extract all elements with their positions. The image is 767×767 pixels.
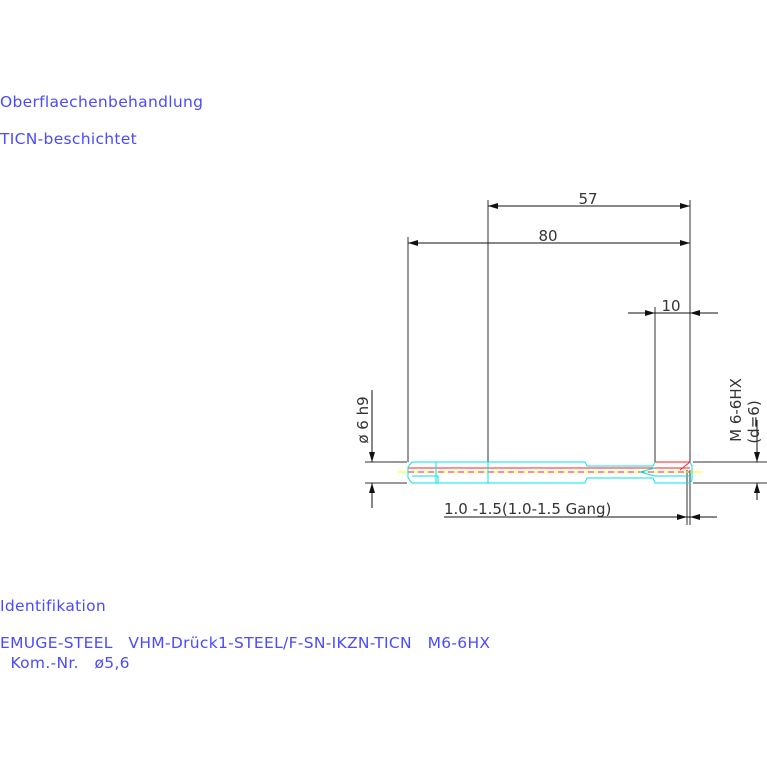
thread-d-text: (d=6) xyxy=(745,400,763,443)
dim-57-text: 57 xyxy=(578,190,597,208)
shank-dia-text: ø 6 h9 xyxy=(354,396,372,443)
dimension-lines xyxy=(369,203,760,520)
identification-heading: Identifikation xyxy=(0,597,107,615)
thread-text: M 6-6HX xyxy=(727,378,745,442)
tool-body xyxy=(397,461,702,484)
identification-line1: EMUGE-STEEL VHM-Drück1-STEEL/F-SN-IKZN-T… xyxy=(0,634,491,652)
surface-heading: Oberflaechenbehandlung xyxy=(0,93,204,111)
dim-80-text: 80 xyxy=(538,227,557,245)
identification-line2: Kom.-Nr. ø5,6 xyxy=(0,654,130,672)
surface-value: TICN-beschichtet xyxy=(0,130,137,148)
dim-10-text: 10 xyxy=(661,297,680,315)
chamfer-text: 1.0 -1.5(1.0-1.5 Gang) xyxy=(444,500,611,518)
